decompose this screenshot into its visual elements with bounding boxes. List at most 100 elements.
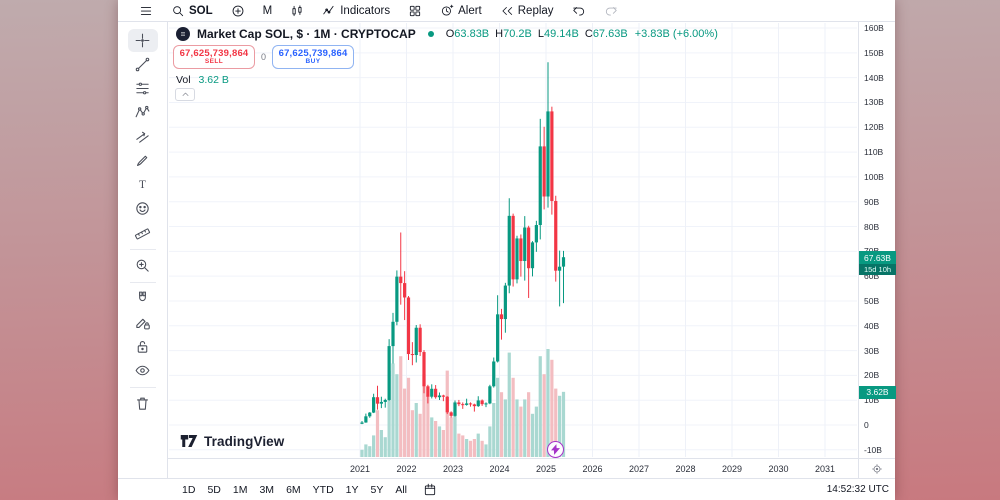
projection-icon (134, 128, 151, 145)
lightning-bolt-icon (551, 444, 561, 455)
trend-line-icon (134, 56, 151, 73)
bottom-toolbar: 1D 5D 1M 3M 6M YTD 1Y 5Y All 14:52:32 UTC (118, 478, 895, 500)
crosshair-tool[interactable] (127, 29, 158, 52)
spread-value: 0 (261, 52, 267, 62)
lightning-event-badge[interactable] (547, 441, 565, 458)
lock-all-drawings-tool[interactable] (128, 335, 158, 358)
remove-all-drawings-tool[interactable] (128, 392, 158, 415)
interval-label: M (262, 4, 273, 17)
symbol-logo-icon (176, 27, 190, 41)
clock-utc[interactable]: 14:52:32 UTC (826, 484, 889, 495)
compare-symbol-button[interactable] (222, 0, 254, 22)
brush-icon (134, 152, 151, 169)
symbol-search-label: SOL (189, 4, 213, 17)
text-icon: T (134, 176, 151, 193)
buy-button[interactable]: 67,625,739,864 BUY (272, 45, 355, 69)
range-button-1y[interactable]: 1Y (340, 484, 365, 496)
projection-tool[interactable] (128, 125, 158, 148)
trend-line-tool[interactable] (128, 53, 158, 76)
measure-ruler-tool[interactable] (128, 221, 158, 244)
xabcd-pattern-tool[interactable] (128, 101, 158, 124)
year-tick-label: 2031 (814, 464, 836, 474)
replay-label: Replay (517, 4, 554, 17)
svg-text:T: T (139, 179, 146, 191)
buy-label: BUY (305, 58, 321, 65)
drawing-mode-tool[interactable] (128, 311, 158, 334)
chart-style-button[interactable] (281, 0, 313, 22)
ohlc-item: H70.2B (495, 28, 532, 40)
alert-button[interactable]: Alert (431, 0, 491, 22)
symbol-title[interactable]: Market Cap SOL, $ · 1M · CRYPTOCAP (197, 27, 416, 41)
price-tick-label: 140B (864, 72, 884, 83)
time-axis[interactable] (168, 458, 858, 478)
go-to-date-icon[interactable] (423, 483, 437, 497)
sell-label: SELL (204, 58, 224, 65)
main-menu-button[interactable] (130, 0, 162, 22)
tradingview-logo[interactable]: TradingView (180, 433, 284, 449)
undo-arrow-icon (572, 4, 586, 18)
range-button-3m[interactable]: 3M (253, 484, 280, 496)
range-button-ytd[interactable]: YTD (307, 484, 340, 496)
interval-button[interactable]: M (254, 0, 282, 22)
emoji-tool[interactable] (128, 197, 158, 220)
alert-label: Alert (458, 4, 482, 17)
volume-label: Vol (176, 74, 191, 86)
layout-templates-button[interactable] (399, 0, 431, 22)
toolbar-divider (129, 282, 156, 283)
trade-panel: 67,625,739,864 SELL 0 67,625,739,864 BUY (173, 45, 355, 69)
bar-countdown: 15d 10h (859, 264, 896, 276)
year-tick-label: 2024 (489, 464, 510, 474)
range-button-6m[interactable]: 6M (280, 484, 307, 496)
year-tick-label: 2030 (768, 464, 789, 474)
zoom-in-tool[interactable] (128, 254, 158, 277)
price-tick-label: 50B (864, 295, 880, 306)
range-button-1d[interactable]: 1D (176, 484, 201, 496)
redo-button[interactable] (595, 0, 627, 22)
year-tick-label: 2025 (535, 464, 557, 474)
magnet-tool[interactable] (128, 287, 158, 310)
range-button-5d[interactable]: 5D (201, 484, 226, 496)
eye-icon (134, 362, 151, 379)
fib-retracement-tool[interactable] (128, 77, 158, 100)
price-tick-label: 130B (864, 97, 884, 108)
buy-price: 67,625,739,864 (278, 47, 348, 59)
range-button-all[interactable]: All (389, 484, 413, 496)
emoji-icon (134, 200, 151, 217)
price-tick-label: 160B (864, 23, 884, 34)
lock-icon (134, 338, 151, 355)
symbol-search-button[interactable]: SOL (162, 0, 222, 22)
trash-icon (134, 395, 151, 412)
replay-button[interactable]: Replay (491, 0, 563, 22)
price-tick-label: 40B (864, 320, 880, 331)
year-tick-label: 2028 (675, 464, 696, 474)
text-tool[interactable]: T (128, 173, 158, 196)
range-button-1m[interactable]: 1M (227, 484, 254, 496)
drawing-toolbar: T (118, 22, 168, 478)
indicators-button[interactable]: Indicators (313, 0, 399, 22)
tradingview-logo-icon (180, 435, 198, 447)
change-value: +3.83B (+6.00%) (634, 28, 718, 40)
top-toolbar: SOL M Indicators Alert Replay (118, 0, 895, 22)
range-button-5y[interactable]: 5Y (365, 484, 390, 496)
year-tick-label: 2026 (582, 464, 603, 474)
indicators-icon (322, 4, 336, 18)
ohlc-item: O63.83B (445, 28, 490, 40)
price-tick-label: 100B (864, 171, 884, 182)
volume-value: 3.62 B (198, 74, 229, 86)
hide-all-drawings-tool[interactable] (128, 359, 158, 382)
undo-button[interactable] (563, 0, 595, 22)
price-axis[interactable]: 67.63B 15d 10h 3.62B 160B 150B 140B 130B 120… (858, 22, 896, 458)
chart-canvas[interactable] (118, 0, 895, 500)
brush-tool[interactable] (128, 149, 158, 172)
year-tick-label: 2022 (396, 464, 417, 474)
legend-collapse-button[interactable] (175, 88, 195, 101)
hamburger-menu-icon (139, 4, 153, 18)
price-tick-label: -10B (864, 444, 882, 455)
replay-rewind-icon (500, 4, 514, 18)
axis-settings-corner[interactable] (858, 458, 895, 478)
chart-legend: Market Cap SOL, $ · 1M · CRYPTOCAP O63.8… (176, 27, 718, 41)
ohlc-values: O63.83B H70.2B L49.14B C67.63B (446, 28, 628, 40)
price-tick-label: 150B (864, 47, 884, 58)
sell-button[interactable]: 67,625,739,864 SELL (173, 45, 255, 69)
